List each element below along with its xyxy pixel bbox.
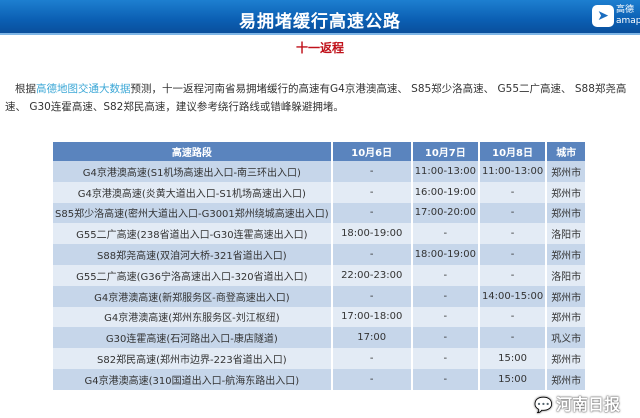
table-row: G55二广高速(G36宁洛高速出入口-320省道出入口) 22:00-23:00-…: [53, 264, 588, 286]
oct8-cell: -: [478, 223, 548, 245]
oct8-cell: -: [478, 327, 548, 349]
col-oct6: 10月6日: [331, 142, 413, 161]
subtitle: 十一返程: [295, 41, 344, 55]
road-cell: S88郑尧高速(双洎河大桥-321省道出入口): [53, 244, 333, 265]
oct7-cell: -: [411, 306, 480, 328]
oct7-cell: -: [411, 285, 480, 307]
city-cell: 洛阳市: [546, 264, 588, 286]
oct8-cell: 14:00-15:00: [478, 285, 548, 307]
road-cell: G30连霍高速(石河路出入口-康店隧道): [53, 327, 333, 349]
oct7-cell: 16:00-19:00: [411, 181, 480, 203]
oct8-cell: -: [478, 306, 548, 328]
city-cell: 郑州市: [546, 306, 588, 328]
road-cell: S85郑少洛高速(密州大道出入口-G3001郑州绕城高速出入口): [53, 202, 333, 224]
road-cell: G55二广高速(G36宁洛高速出入口-320省道出入口): [53, 264, 333, 286]
table-header-row: 高速路段 10月6日 10月7日 10月8日 城市: [53, 142, 588, 161]
oct8-cell: 15:00: [478, 368, 548, 390]
table-row: G30连霍高速(石河路出入口-康店隧道) 17:00- - 巩义市: [53, 327, 588, 349]
oct6-cell: -: [331, 285, 413, 307]
oct7-cell: 11:00-13:00: [411, 161, 480, 182]
header-bar: 易拥堵缓行高速公路 ➤ 高德 amap: [0, 0, 640, 35]
city-cell: 郑州市: [546, 181, 588, 203]
city-cell: 郑州市: [546, 368, 588, 390]
oct6-cell: -: [331, 161, 413, 182]
amap-data-link[interactable]: 高德地图交通大数据: [36, 83, 131, 95]
congestion-table: 高速路段 10月6日 10月7日 10月8日 城市 G4京港澳高速(S1机场高速…: [53, 142, 588, 390]
table-row: G55二广高速(238省道出入口-G30连霍高速出入口) 18:00-19:00-…: [53, 223, 588, 245]
oct6-cell: 17:00-18:00: [331, 306, 413, 328]
city-cell: 洛阳市: [546, 223, 588, 245]
oct7-cell: -: [411, 348, 480, 369]
oct8-cell: -: [478, 264, 548, 286]
oct6-cell: -: [331, 202, 413, 224]
table-row: G4京港澳高速(新郑服务区-商登高速出入口) - -14:00-15:00 郑州市: [53, 285, 588, 307]
table-row: G4京港澳高速(S1机场高速出入口-南三环出入口) -11:00-13:00 11:…: [53, 161, 588, 182]
oct8-cell: -: [478, 202, 548, 224]
road-cell: G4京港澳高速(310国道出入口-航海东路出入口): [53, 368, 333, 390]
oct7-cell: -: [411, 264, 480, 286]
col-road: 高速路段: [53, 142, 333, 161]
city-cell: 巩义市: [546, 327, 588, 349]
city-cell: 郑州市: [546, 285, 588, 307]
road-cell: G4京港澳高速(郑州东服务区-刘江枢纽): [53, 306, 333, 328]
oct6-cell: -: [331, 348, 413, 369]
oct6-cell: -: [331, 244, 413, 265]
intro-paragraph: 根据高德地图交通大数据预测，十一返程河南省易拥堵缓行的高速有G4京港澳高速、 S…: [5, 83, 627, 113]
table-row: G4京港澳高速(炎黄大道出入口-S1机场高速出入口) -16:00-19:00- 郑…: [53, 181, 588, 203]
oct7-cell: 18:00-19:00: [411, 244, 480, 265]
oct6-cell: -: [331, 181, 413, 203]
table-row: S82郑民高速(郑州市边界-223省道出入口) - -15:00 郑州市: [53, 348, 588, 369]
road-cell: G55二广高速(238省道出入口-G30连霍高速出入口): [53, 223, 333, 245]
oct7-cell: -: [411, 368, 480, 390]
table-row: S88郑尧高速(双洎河大桥-321省道出入口) -18:00-19:00- 郑州市: [53, 244, 588, 265]
oct6-cell: 22:00-23:00: [331, 264, 413, 286]
city-cell: 郑州市: [546, 244, 588, 265]
table-row: S85郑少洛高速(密州大道出入口-G3001郑州绕城高速出入口) -17:00-2…: [53, 202, 588, 224]
road-cell: S82郑民高速(郑州市边界-223省道出入口): [53, 348, 333, 369]
oct8-cell: 15:00: [478, 348, 548, 369]
oct7-cell: -: [411, 327, 480, 349]
city-cell: 郑州市: [546, 202, 588, 224]
watermark: 河南日报: [556, 395, 621, 414]
col-oct7: 10月7日: [411, 142, 480, 161]
oct8-cell: 11:00-13:00: [478, 161, 548, 182]
road-cell: G4京港澳高速(炎黄大道出入口-S1机场高速出入口): [53, 181, 333, 203]
oct6-cell: 17:00: [331, 327, 413, 349]
oct8-cell: -: [478, 244, 548, 265]
city-cell: 郑州市: [546, 348, 588, 369]
wechat-icon: 💬: [534, 396, 553, 414]
oct8-cell: -: [478, 181, 548, 203]
oct7-cell: 17:00-20:00: [411, 202, 480, 224]
col-oct8: 10月8日: [478, 142, 548, 161]
page-title: 易拥堵缓行高速公路: [239, 12, 401, 32]
road-cell: G4京港澳高速(新郑服务区-商登高速出入口): [53, 285, 333, 307]
amap-logo-icon: ➤: [592, 5, 614, 27]
logo-text: 高德 amap: [616, 5, 640, 26]
road-cell: G4京港澳高速(S1机场高速出入口-南三环出入口): [53, 161, 333, 182]
oct6-cell: 18:00-19:00: [331, 223, 413, 245]
table-row: G4京港澳高速(郑州东服务区-刘江枢纽) 17:00-18:00- - 郑州市: [53, 306, 588, 328]
table-row: G4京港澳高速(310国道出入口-航海东路出入口) - -15:00 郑州市: [53, 368, 588, 390]
col-city: 城市: [546, 142, 588, 161]
oct6-cell: -: [331, 368, 413, 390]
oct7-cell: -: [411, 223, 480, 245]
city-cell: 郑州市: [546, 161, 588, 182]
